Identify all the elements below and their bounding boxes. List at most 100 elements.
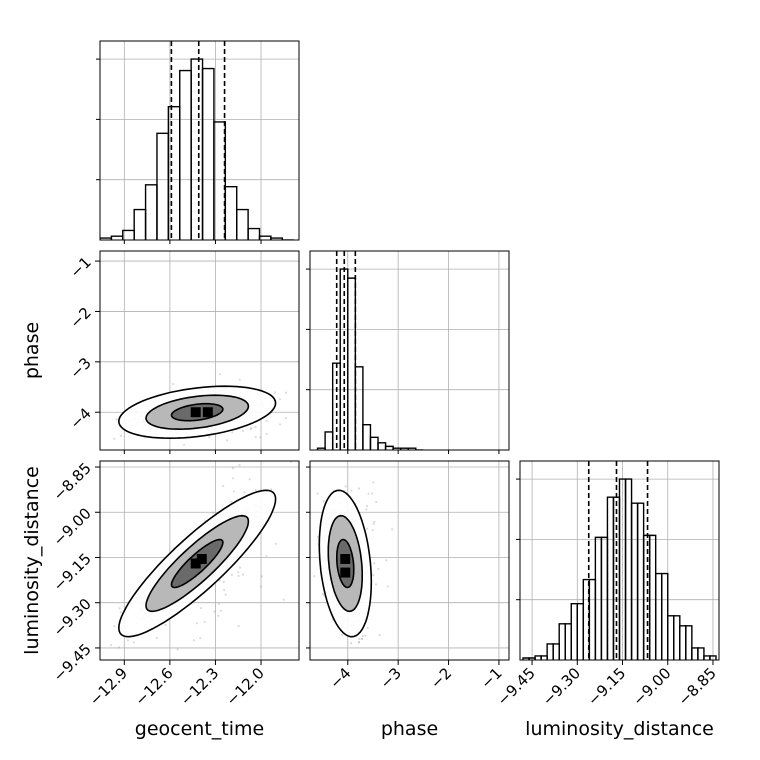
sample-point	[204, 662, 206, 664]
contour-line	[318, 489, 373, 638]
sample-point	[213, 610, 216, 613]
panel-frame	[99, 460, 300, 661]
sample-point	[243, 491, 246, 494]
sample-point	[231, 477, 235, 480]
hist-panel-luminosity_distance	[516, 460, 720, 661]
hist-panel-phase	[306, 250, 510, 451]
sample-point	[241, 573, 245, 576]
hist-panel-geocent_time	[96, 40, 300, 241]
sample-point	[250, 427, 253, 430]
panel-geocent_time-vs-luminosity_distance	[99, 460, 300, 667]
sample-point	[119, 611, 122, 614]
panel-frame	[99, 40, 300, 241]
sample-point	[254, 488, 257, 492]
sample-point	[231, 467, 234, 470]
sample-point	[254, 426, 257, 429]
sample-point	[113, 437, 116, 440]
sample-point	[344, 485, 347, 488]
x-tick-label: −3	[377, 664, 405, 692]
sample-point	[313, 575, 316, 578]
sample-point	[386, 585, 389, 588]
sample-point	[238, 464, 241, 467]
sample-point	[391, 528, 394, 531]
x-tick-label: −12.0	[223, 664, 268, 709]
sample-point	[208, 435, 211, 439]
panel-frame	[519, 460, 720, 661]
sample-point	[218, 579, 221, 582]
sample-point	[273, 391, 276, 394]
sample-point	[192, 639, 196, 642]
contour-line	[327, 514, 363, 613]
sample-point	[284, 391, 287, 394]
contour-line	[145, 514, 250, 613]
sample-point	[341, 633, 344, 637]
hist-bar	[697, 647, 705, 660]
sample-point	[203, 620, 206, 623]
hist-bar	[236, 208, 249, 240]
sample-point	[372, 522, 375, 525]
sample-point	[183, 443, 186, 446]
sample-point	[237, 574, 240, 578]
peak-cell	[340, 554, 351, 564]
sample-point	[305, 403, 307, 405]
sample-point	[354, 681, 356, 683]
sample-point	[358, 637, 361, 641]
sample-point	[259, 436, 262, 439]
contour-line	[117, 489, 277, 638]
sample-point	[282, 598, 285, 601]
hist-bar	[354, 366, 364, 450]
sample-point	[254, 436, 257, 439]
sample-point	[365, 504, 368, 508]
sample-point	[222, 485, 225, 488]
sample-point	[279, 423, 282, 426]
sample-point	[241, 429, 245, 432]
sample-point	[375, 500, 378, 504]
sample-point	[321, 592, 324, 596]
sample-point	[217, 614, 220, 618]
sample-point	[199, 637, 202, 640]
sample-point	[259, 585, 263, 588]
sample-point	[366, 527, 369, 530]
sample-point	[371, 529, 374, 532]
contour-line	[145, 394, 250, 431]
sample-point	[366, 626, 369, 630]
sample-point	[113, 625, 116, 628]
x-tick-label: −12.3	[177, 664, 222, 709]
x-tick-label: −4	[326, 664, 354, 692]
sample-point	[357, 487, 361, 490]
sample-point	[237, 571, 240, 574]
sample-point	[230, 500, 233, 504]
peak-cell	[190, 407, 201, 418]
sample-point	[115, 418, 118, 421]
sample-point	[372, 481, 375, 484]
sample-point	[377, 567, 380, 571]
peak-cell	[340, 567, 351, 578]
sample-point	[176, 648, 179, 651]
sample-point	[202, 665, 204, 667]
x-tick-label: −12.9	[86, 664, 131, 709]
sample-point	[109, 644, 113, 647]
contour-line	[336, 538, 355, 589]
sample-point	[238, 566, 241, 569]
hist-bar	[407, 447, 417, 450]
hist-bar	[247, 227, 261, 240]
sample-point	[226, 439, 229, 442]
sample-point	[231, 431, 234, 434]
sample-point	[378, 633, 381, 637]
sample-point	[126, 639, 130, 642]
sample-point	[265, 554, 268, 557]
sample-point	[155, 636, 158, 640]
sample-point	[200, 607, 203, 610]
sample-point	[119, 434, 122, 437]
contour-line	[170, 538, 224, 589]
sample-point	[218, 373, 222, 376]
sample-point	[364, 634, 367, 637]
sample-point	[270, 488, 273, 491]
sample-point	[171, 382, 174, 386]
x-axis-label: geocent_time	[135, 718, 264, 740]
sample-point	[372, 574, 375, 577]
sample-point	[260, 575, 263, 578]
panel-geocent_time-vs-phase	[99, 250, 307, 451]
sample-point	[373, 520, 376, 524]
